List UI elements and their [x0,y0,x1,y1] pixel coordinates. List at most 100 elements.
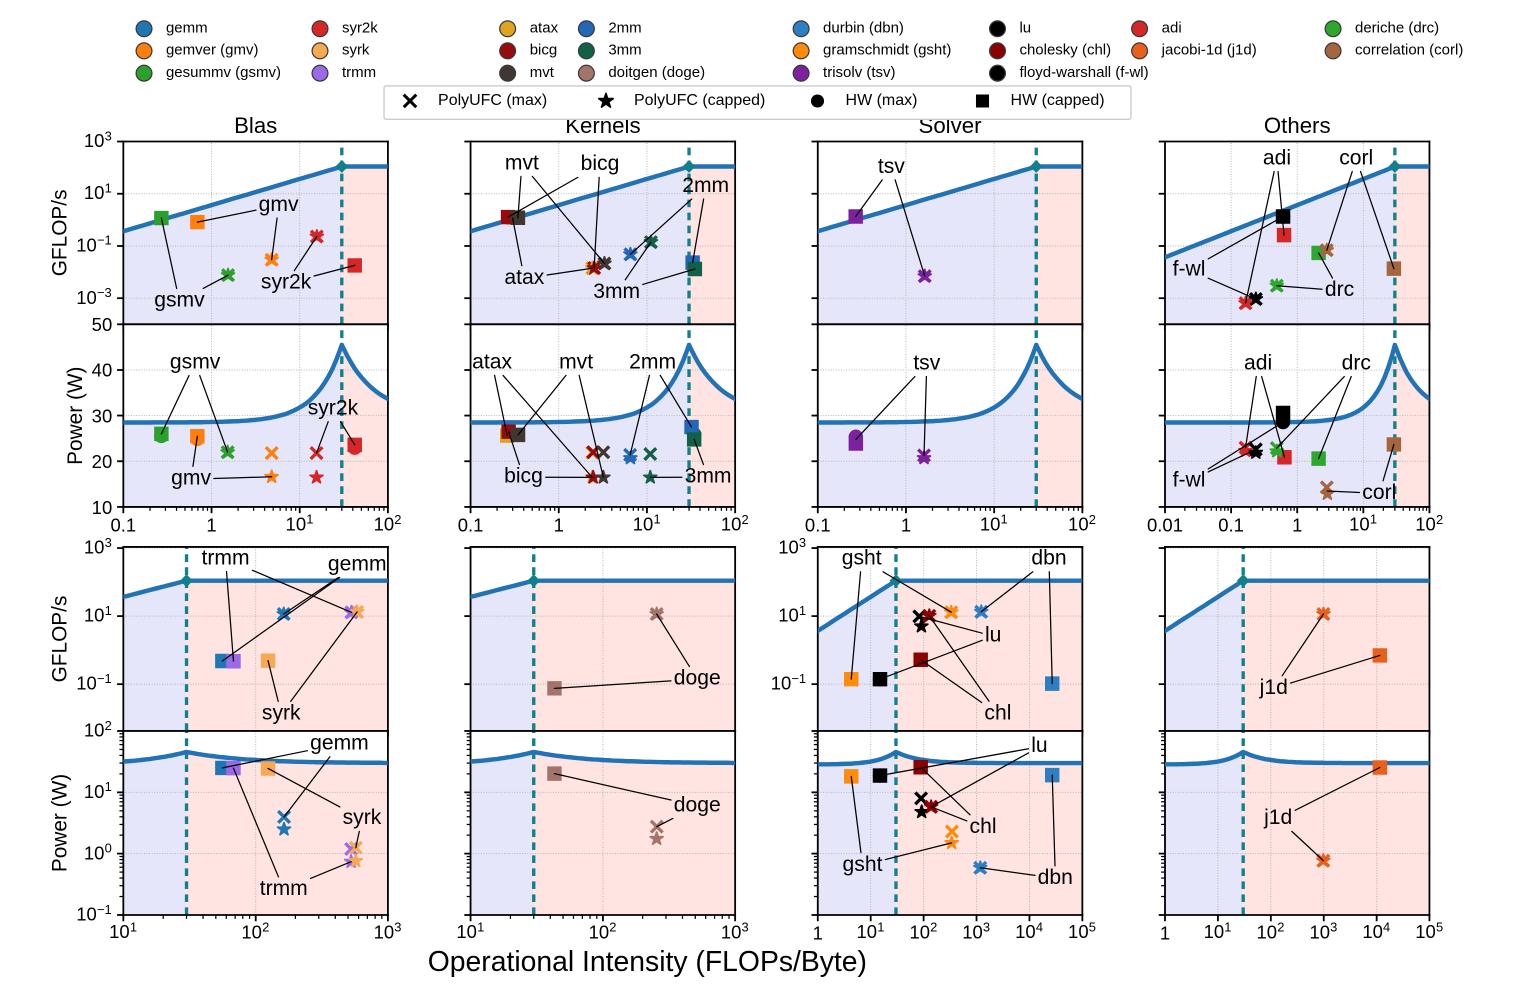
svg-text:1 0 1: 1 0 1 [1349,510,1377,535]
svg-text:0.1: 0.1 [805,515,831,536]
svg-text:1 0 1: 1 0 1 [456,918,484,943]
svg-text:corl: corl [1362,481,1396,504]
svg-text:correlation (corl): correlation (corl) [1355,42,1463,59]
svg-text:syr2k: syr2k [261,271,312,294]
svg-text:1 0 1: 1 0 1 [633,510,661,535]
svg-text:corl: corl [1339,146,1373,169]
svg-text:gmv: gmv [171,466,211,489]
svg-text:doge: doge [674,667,721,690]
svg-text:gesummv (gsmv): gesummv (gsmv) [166,64,281,81]
svg-text:tsv: tsv [878,155,905,178]
svg-text:10: 10 [92,497,113,518]
svg-text:bicg: bicg [530,42,558,59]
svg-text:chl: chl [970,815,997,838]
svg-text:doitgen (doge): doitgen (doge) [608,64,705,81]
svg-text:dbn: dbn [1038,866,1073,889]
svg-text:gemver (gmv): gemver (gmv) [166,42,259,59]
svg-text:gmv: gmv [259,193,299,216]
svg-text:1: 1 [901,515,911,536]
svg-text:mvt: mvt [505,151,539,174]
svg-text:1 0 −: 1 0 − 3 [76,277,111,309]
svg-text:adi: adi [1162,20,1182,37]
svg-text:0.1: 0.1 [1218,515,1244,536]
svg-text:durbin (dbn): durbin (dbn) [823,20,904,37]
svg-text:HW (max): HW (max) [846,92,918,109]
svg-text:lu: lu [985,624,1001,647]
svg-text:syrk: syrk [343,806,382,829]
svg-text:1 0 4: 1 0 4 [1015,918,1043,943]
svg-text:1: 1 [206,515,216,536]
svg-text:1 0 3: 1 0 3 [84,127,112,152]
svg-text:1 0 4: 1 0 4 [1362,918,1390,943]
svg-text:1 0 1: 1 0 1 [1204,918,1232,943]
svg-text:Power (W): Power (W) [48,774,71,872]
svg-text:Operational Intensity (FLOPs/B: Operational Intensity (FLOPs/Byte) [428,946,867,978]
svg-text:gemm: gemm [328,552,387,575]
svg-text:3mm: 3mm [608,42,641,59]
svg-text:bicg: bicg [504,465,543,488]
svg-text:cholesky (chl): cholesky (chl) [1019,42,1111,59]
svg-text:1 0 2: 1 0 2 [241,918,269,943]
svg-text:2mm: 2mm [629,350,676,373]
svg-text:syrk: syrk [262,702,301,725]
svg-text:1 0 −: 1 0 − 1 [76,225,111,257]
svg-text:adi: adi [1263,146,1291,169]
svg-text:syr2k: syr2k [342,20,378,37]
svg-text:syrk: syrk [342,42,370,59]
svg-text:gsht: gsht [842,547,882,570]
svg-text:lu: lu [1019,20,1031,37]
svg-text:1 0 1: 1 0 1 [109,918,137,943]
svg-text:1 0 −: 1 0 − 1 [76,894,111,926]
svg-text:f-wl: f-wl [1173,257,1206,280]
svg-text:adi: adi [1244,351,1272,374]
svg-text:j1d: j1d [1263,806,1292,829]
svg-text:gramschmidt (gsht): gramschmidt (gsht) [823,42,951,59]
svg-text:trisolv (tsv): trisolv (tsv) [823,64,896,81]
svg-text:2mm: 2mm [682,174,729,197]
svg-text:GFLOP/s: GFLOP/s [48,596,71,683]
svg-text:doge: doge [674,793,721,816]
svg-text:GFLOP/s: GFLOP/s [48,189,71,276]
svg-text:dbn: dbn [1031,547,1066,570]
svg-text:j1d: j1d [1259,676,1288,699]
svg-text:2mm: 2mm [608,20,641,37]
svg-text:Blas: Blas [234,113,277,138]
svg-text:drc: drc [1325,278,1354,301]
svg-text:0.1: 0.1 [110,515,136,536]
svg-text:tsv: tsv [913,351,940,374]
svg-text:20: 20 [92,451,113,472]
svg-text:40: 40 [92,360,113,381]
svg-text:1: 1 [1160,922,1170,943]
svg-text:HW (capped): HW (capped) [1011,92,1105,109]
svg-text:floyd-warshall (f-wl): floyd-warshall (f-wl) [1019,64,1148,81]
svg-text:30: 30 [92,405,113,426]
svg-text:1 0 2: 1 0 2 [909,918,937,943]
svg-text:1 0 2: 1 0 2 [84,717,112,742]
svg-text:1 0 3: 1 0 3 [84,534,112,559]
svg-text:1 0 2: 1 0 2 [374,510,402,535]
svg-text:gemm: gemm [310,732,369,755]
svg-text:1 0 3: 1 0 3 [1309,918,1337,943]
svg-text:atax: atax [530,20,559,37]
svg-text:1 0 3: 1 0 3 [374,918,402,943]
svg-text:atax: atax [472,350,512,373]
svg-text:0.1: 0.1 [458,515,484,536]
svg-text:3mm: 3mm [593,280,640,303]
svg-text:50: 50 [92,314,113,335]
svg-text:mvt: mvt [559,350,593,373]
svg-text:1 0 1: 1 0 1 [857,918,885,943]
svg-text:gsmv: gsmv [170,350,221,373]
svg-text:3mm: 3mm [685,465,732,488]
svg-text:syr2k: syr2k [308,396,359,419]
svg-text:jacobi-1d (j1d): jacobi-1d (j1d) [1161,42,1257,59]
svg-text:drc: drc [1342,351,1371,374]
svg-text:bicg: bicg [581,152,620,175]
svg-text:deriche (drc): deriche (drc) [1355,20,1439,37]
svg-text:trmm: trmm [342,64,376,81]
svg-text:1 0 5: 1 0 5 [1068,918,1096,943]
svg-text:PolyUFC (capped): PolyUFC (capped) [634,92,765,109]
svg-text:mvt: mvt [530,64,555,81]
svg-text:1 0 1: 1 0 1 [84,179,112,204]
svg-text:1 0 1: 1 0 1 [980,510,1008,535]
svg-text:1 0 2: 1 0 2 [1068,510,1096,535]
